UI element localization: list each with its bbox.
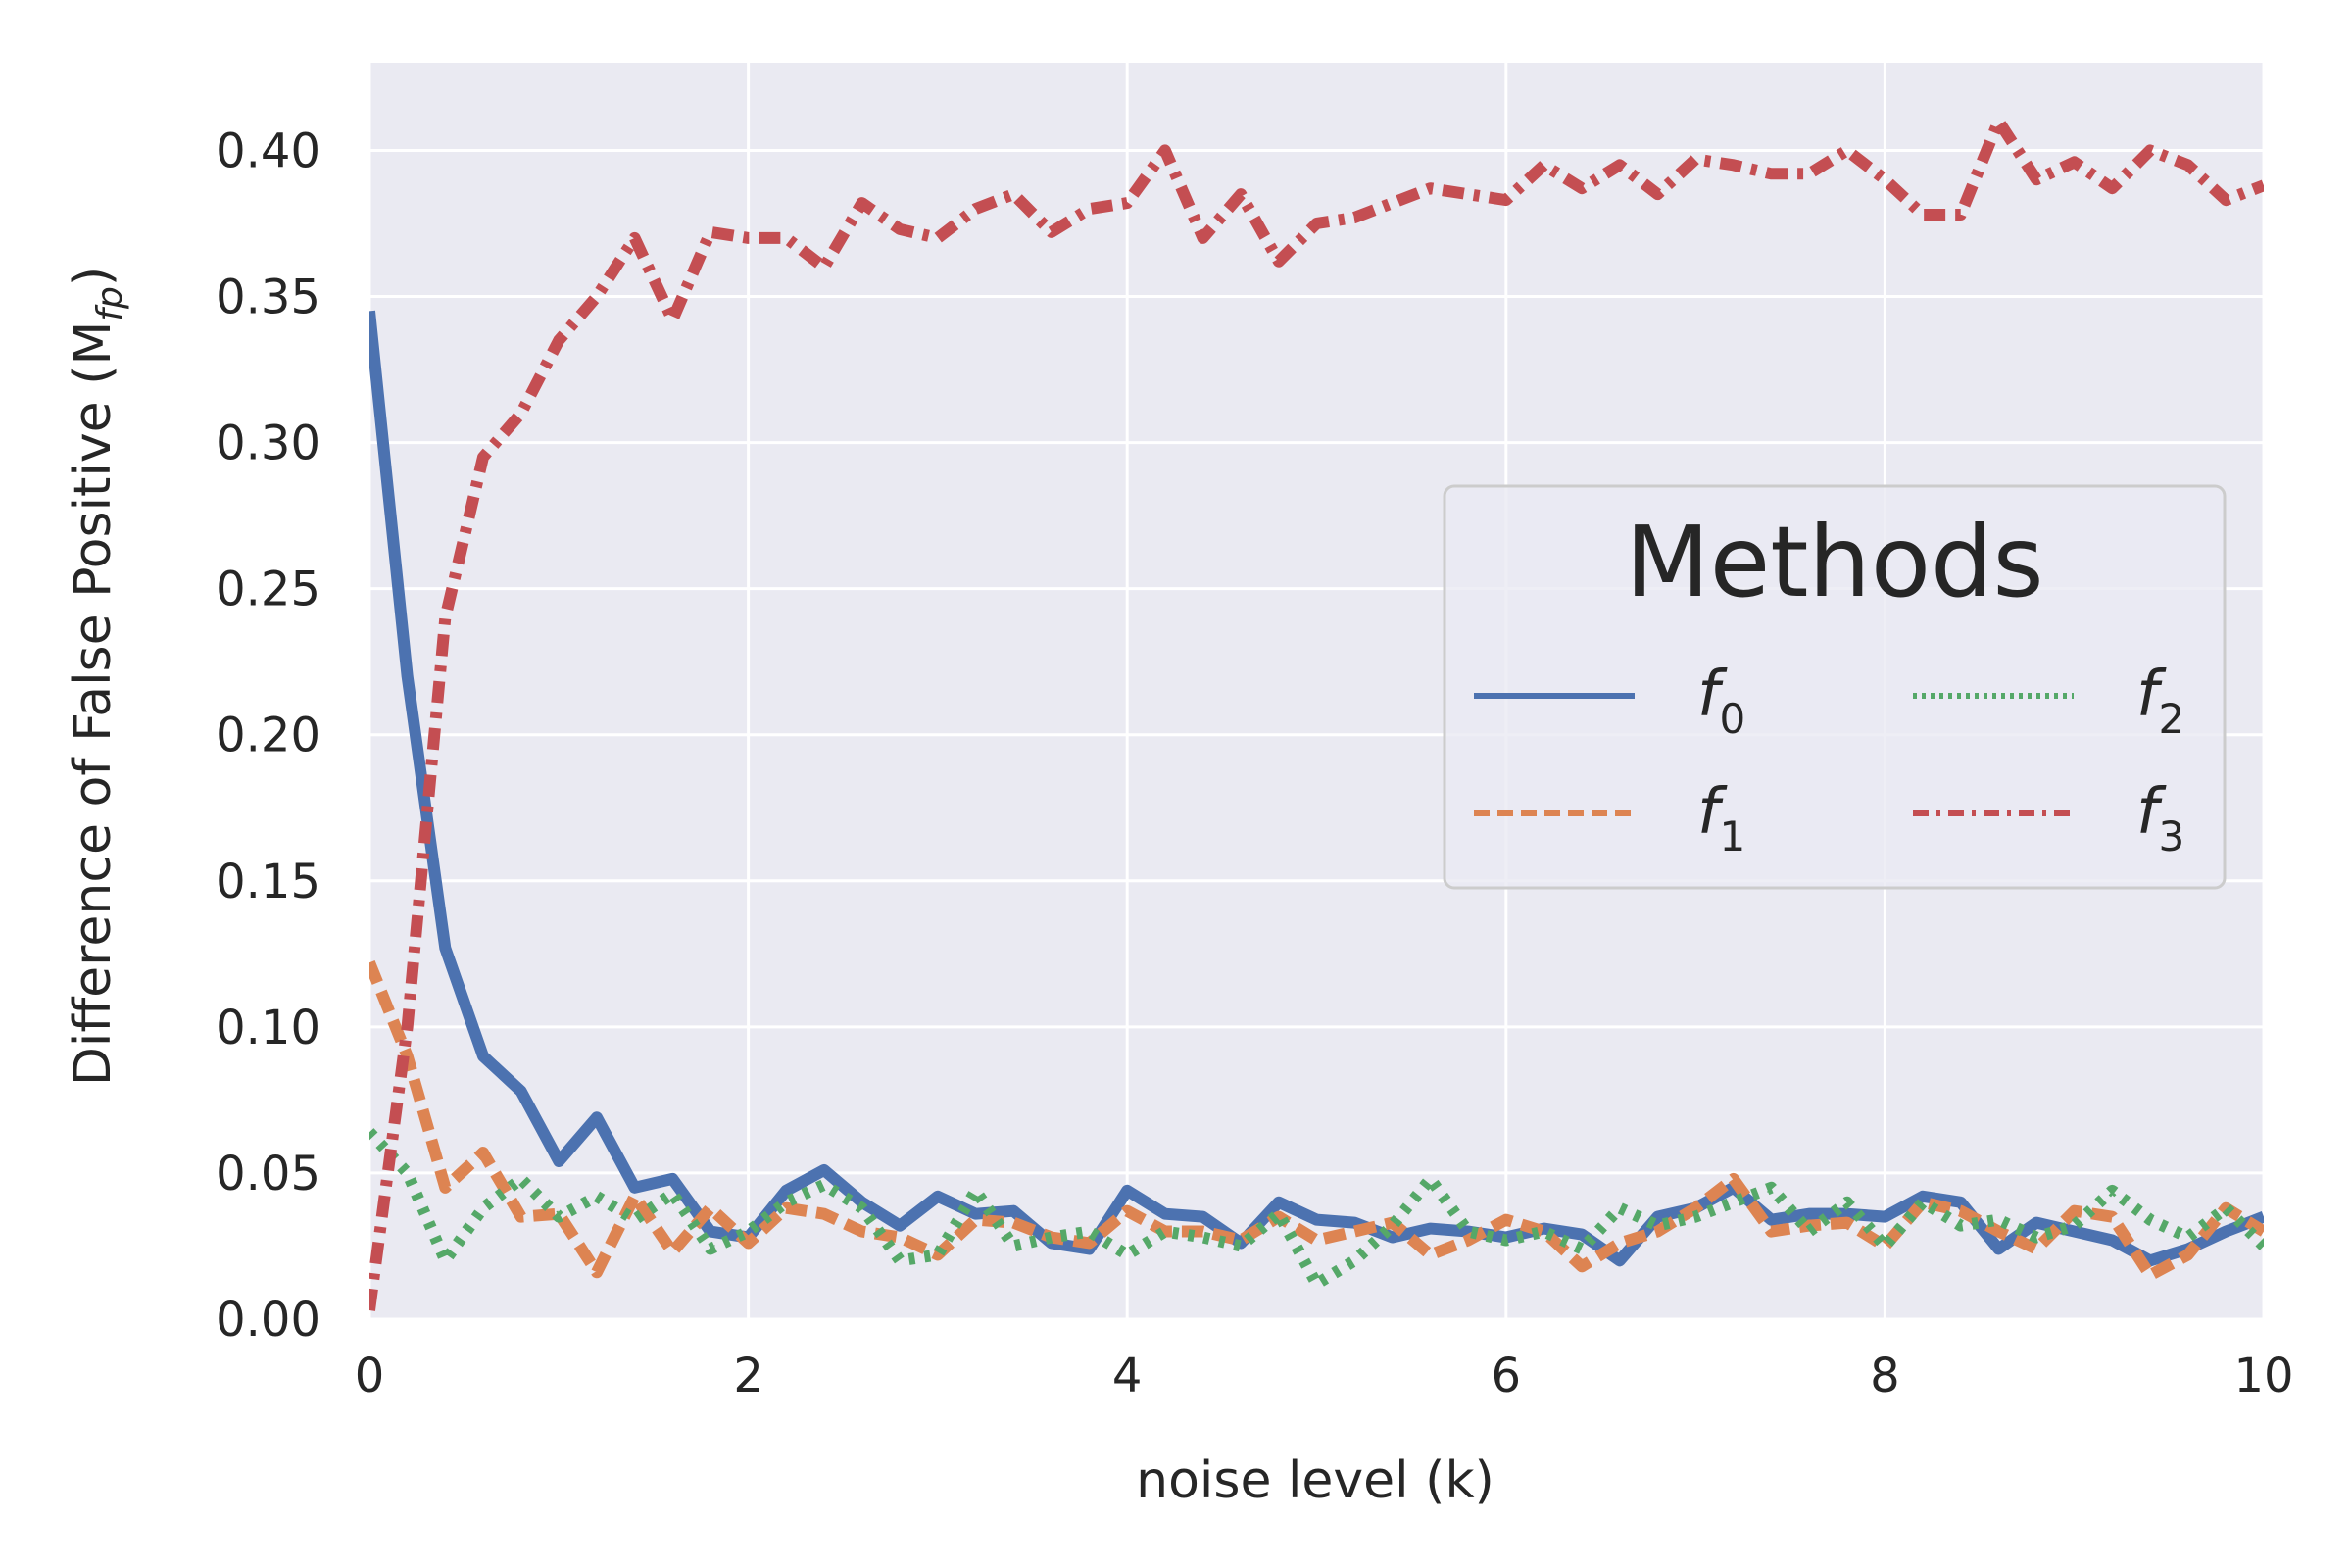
y-tick-label: 0.40	[216, 123, 320, 178]
x-tick-label: 8	[1870, 1348, 1900, 1403]
y-axis-label-suffix: )	[64, 267, 122, 286]
x-tick-label: 2	[733, 1348, 763, 1403]
x-axis-label: noise level (k)	[1136, 1451, 1494, 1510]
x-tick-labels: 0 2 4 6 8 10	[355, 1348, 2294, 1403]
y-tick-label: 0.05	[216, 1147, 320, 1201]
grid-lines	[368, 63, 2266, 1321]
legend-box	[1443, 484, 2227, 890]
y-axis-label-main: Difference of False Positive (M	[64, 321, 122, 1086]
y-tick-label: 0.00	[216, 1293, 320, 1348]
legend-title: Methods	[1625, 505, 2043, 619]
series-line-f3	[369, 115, 2264, 1311]
series-line-f2	[369, 1128, 2264, 1291]
y-axis-label-subscript: fp	[90, 286, 130, 321]
x-tick-label: 4	[1112, 1348, 1143, 1403]
x-tick-label: 6	[1492, 1348, 1522, 1403]
series-layer	[369, 115, 2264, 1311]
y-tick-label: 0.10	[216, 1001, 320, 1055]
series-line-f1	[369, 960, 2264, 1282]
y-tick-label: 0.30	[216, 416, 320, 471]
y-tick-label: 0.15	[216, 855, 320, 909]
y-tick-label: 0.25	[216, 563, 320, 617]
x-tick-label: 10	[2233, 1348, 2293, 1403]
y-axis-label-group: Difference of False Positive (Mfp)	[64, 267, 130, 1086]
y-tick-labels: 0.00 0.05 0.10 0.15 0.20 0.25 0.30 0.35 0.40	[216, 123, 320, 1348]
series-line-f0	[369, 310, 2264, 1267]
x-tick-label: 0	[355, 1348, 385, 1403]
legend-label-f2: f2	[2136, 659, 2184, 743]
y-tick-label: 0.20	[216, 709, 320, 763]
y-axis-label: Difference of False Positive (Mfp)	[64, 267, 130, 1086]
y-tick-label: 0.35	[216, 270, 320, 325]
